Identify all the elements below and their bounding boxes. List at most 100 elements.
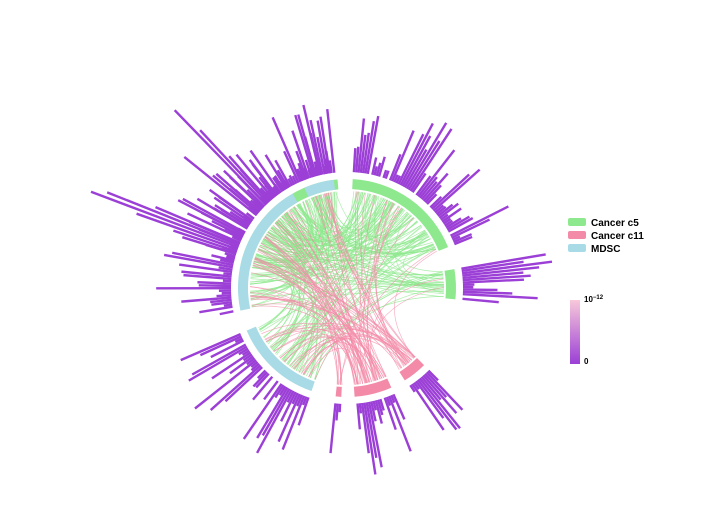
- bar-mark: [163, 253, 234, 269]
- bar-mark: [255, 372, 270, 389]
- link-curve: [356, 191, 371, 232]
- bar-mark: [329, 403, 337, 454]
- bar-mark: [438, 202, 459, 219]
- bar-mark: [376, 399, 384, 416]
- bar-mark: [462, 278, 524, 284]
- bar-mark: [199, 129, 269, 204]
- bar-mark: [462, 271, 524, 280]
- bar-mark: [286, 390, 295, 403]
- link-curve: [327, 192, 408, 365]
- bar-mark: [274, 384, 285, 399]
- link-curve: [366, 202, 395, 382]
- link-curve: [304, 200, 366, 384]
- link-curve: [363, 199, 389, 383]
- bar-mark: [397, 133, 425, 185]
- bar-mark: [374, 400, 383, 424]
- bar-mark: [384, 170, 390, 180]
- bar-mark: [198, 284, 232, 288]
- link-curve: [264, 236, 363, 384]
- bar-mark: [216, 293, 232, 298]
- bar-mark: [446, 215, 471, 231]
- link-curve: [286, 191, 360, 238]
- bar-mark: [208, 188, 254, 222]
- bar-mark: [228, 187, 260, 215]
- bar-mark: [451, 218, 491, 239]
- bar-mark: [307, 169, 313, 179]
- bar-mark: [250, 360, 259, 368]
- bar-mark: [363, 402, 377, 475]
- bar-mark: [179, 263, 233, 274]
- bar-mark: [224, 252, 236, 258]
- bar-mark: [274, 159, 292, 188]
- link-curve: [298, 337, 384, 378]
- bar-mark: [302, 396, 308, 406]
- bar-mark: [219, 310, 234, 316]
- bar-mark: [366, 115, 380, 175]
- link-curve: [312, 196, 387, 378]
- bar-mark: [372, 400, 377, 411]
- link-curve: [390, 225, 431, 259]
- bar-mark: [188, 345, 248, 382]
- bar-mark: [365, 402, 378, 458]
- bar-mark: [390, 394, 396, 404]
- bar-mark: [392, 393, 406, 420]
- bar-mark: [461, 260, 553, 275]
- link-curve: [338, 249, 437, 385]
- bar-mark: [291, 392, 299, 405]
- bar-mark: [235, 153, 274, 200]
- bar-mark: [391, 130, 415, 182]
- bar-mark: [288, 174, 296, 186]
- link-curve: [249, 286, 339, 385]
- link-curve: [273, 327, 411, 362]
- bar-mark: [461, 260, 524, 273]
- bar-mark: [418, 377, 461, 430]
- bar-mark: [405, 122, 448, 190]
- bar-mark: [370, 401, 377, 422]
- bar-mark: [277, 393, 301, 443]
- link-curve: [308, 347, 370, 383]
- bar-mark: [379, 398, 385, 411]
- bar-mark: [319, 116, 331, 174]
- bar-mark: [444, 219, 454, 227]
- bar-mark: [211, 220, 244, 238]
- link-curve: [286, 211, 362, 385]
- legend-item-cancer-c5: Cancer c5: [568, 218, 639, 229]
- link-curve: [283, 336, 376, 381]
- bar-mark: [273, 183, 282, 194]
- link-curve: [357, 191, 409, 364]
- legend-label-cancer-c5: Cancer c5: [591, 218, 639, 229]
- bar-mark: [298, 166, 306, 181]
- link-layer: [249, 191, 445, 385]
- bar-mark: [407, 140, 441, 191]
- bar-mark: [210, 339, 245, 359]
- bar-mark: [173, 229, 238, 253]
- bar-mark: [271, 116, 302, 183]
- bar-mark: [314, 166, 320, 177]
- bar-mark: [263, 380, 279, 401]
- legend-swatch-mdsc: [568, 244, 586, 252]
- link-curve: [260, 242, 378, 381]
- bar-mark: [272, 176, 284, 193]
- bar-mark: [261, 388, 291, 436]
- bar-mark: [445, 217, 462, 229]
- bar-mark: [211, 351, 252, 380]
- link-curve: [360, 192, 381, 380]
- link-curve: [370, 278, 444, 381]
- bar-mark: [328, 160, 333, 174]
- bar-mark: [228, 155, 271, 203]
- bar-mark: [177, 199, 245, 236]
- bar-mark: [385, 396, 392, 406]
- link-curve: [276, 221, 339, 385]
- bar-mark: [364, 121, 376, 174]
- bar-mark: [226, 254, 236, 260]
- bar-mark: [453, 233, 473, 244]
- bar-mark: [242, 383, 283, 440]
- bar-mark: [291, 175, 298, 185]
- bar-mark: [461, 253, 546, 270]
- segment-mdsc: [237, 193, 298, 311]
- bar-mark: [237, 227, 246, 234]
- bar-mark: [183, 273, 232, 281]
- bar-mark: [223, 303, 233, 307]
- bar-mark: [210, 298, 232, 304]
